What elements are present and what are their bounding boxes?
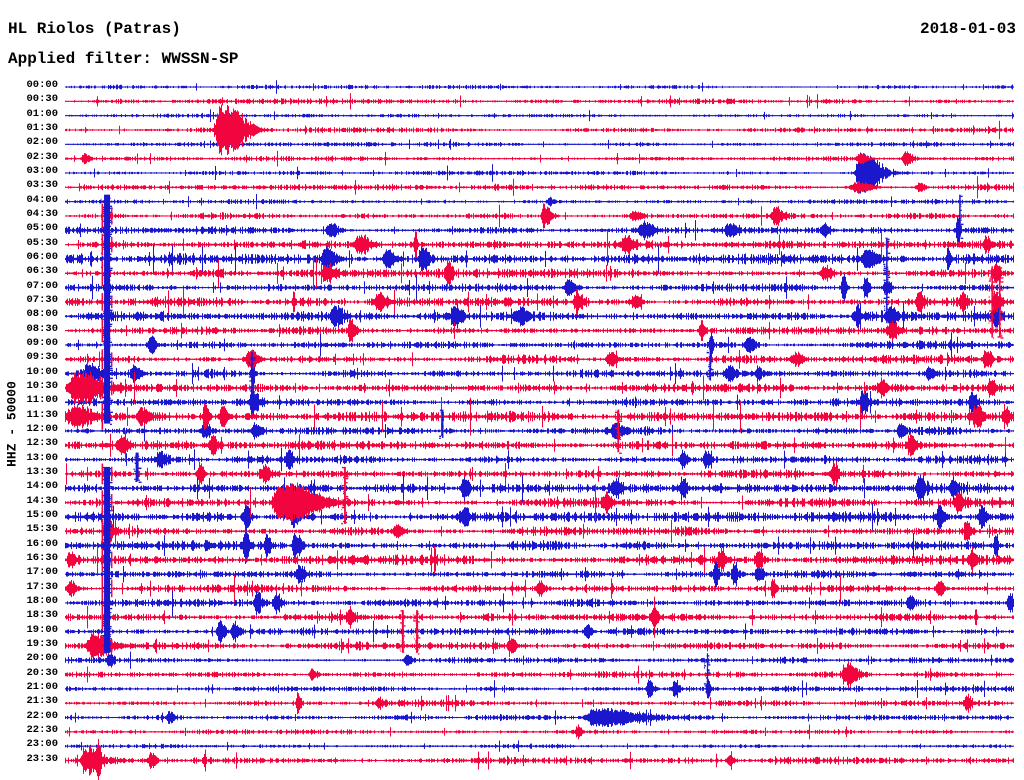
time-label: 09:30: [26, 351, 58, 364]
time-label: 22:30: [26, 723, 58, 736]
time-label: 01:30: [26, 121, 58, 134]
time-label: 12:30: [26, 437, 58, 450]
time-label: 15:00: [26, 508, 58, 521]
time-label: 20:30: [26, 666, 58, 679]
time-label: 17:30: [26, 580, 58, 593]
time-label: 04:30: [26, 207, 58, 220]
filter-label: Applied filter: WWSSN-SP: [8, 50, 239, 68]
time-label: 18:30: [26, 609, 58, 622]
time-label: 07:00: [26, 279, 58, 292]
time-label: 10:30: [26, 379, 58, 392]
time-label: 00:30: [26, 93, 58, 106]
time-label: 05:00: [26, 222, 58, 235]
time-label: 06:30: [26, 265, 58, 278]
time-label: 19:30: [26, 637, 58, 650]
time-label: 03:00: [26, 164, 58, 177]
time-label: 15:30: [26, 523, 58, 536]
time-label: 05:30: [26, 236, 58, 249]
time-label: 18:00: [26, 594, 58, 607]
time-axis: 00:00 00:30 01:00 01:30 02:00 02:30 03:00 03:30…: [0, 0, 60, 780]
time-label: 07:30: [26, 293, 58, 306]
time-label: 10:00: [26, 365, 58, 378]
time-label: 23:00: [26, 738, 58, 751]
time-label: 11:00: [26, 394, 58, 407]
time-label: 14:30: [26, 494, 58, 507]
time-label: 14:00: [26, 480, 58, 493]
date-label: 2018-01-03: [919, 20, 1016, 38]
time-label: 16:00: [26, 537, 58, 550]
time-label: 21:00: [26, 680, 58, 693]
time-label: 01:00: [26, 107, 58, 120]
time-label: 03:30: [26, 179, 58, 192]
time-label: 23:30: [26, 752, 58, 765]
time-label: 12:00: [26, 422, 58, 435]
time-label: 16:30: [26, 551, 58, 564]
time-label: 02:30: [26, 150, 58, 163]
station-title: HL Riolos (Patras): [8, 20, 181, 38]
time-label: 22:00: [26, 709, 58, 722]
time-label: 11:30: [26, 408, 58, 421]
time-label: 00:00: [26, 79, 58, 91]
time-label: 19:00: [26, 623, 58, 636]
time-label: 13:30: [26, 465, 58, 478]
time-label: 21:30: [26, 695, 58, 708]
time-label: 17:00: [26, 566, 58, 579]
time-label: 04:00: [26, 193, 58, 206]
time-label: 08:00: [26, 308, 58, 321]
time-label: 13:00: [26, 451, 58, 464]
time-label: 06:00: [26, 250, 58, 263]
time-label: 02:00: [26, 136, 58, 149]
time-label: 08:30: [26, 322, 58, 335]
time-label: 20:00: [26, 652, 58, 665]
time-label: 09:00: [26, 336, 58, 349]
